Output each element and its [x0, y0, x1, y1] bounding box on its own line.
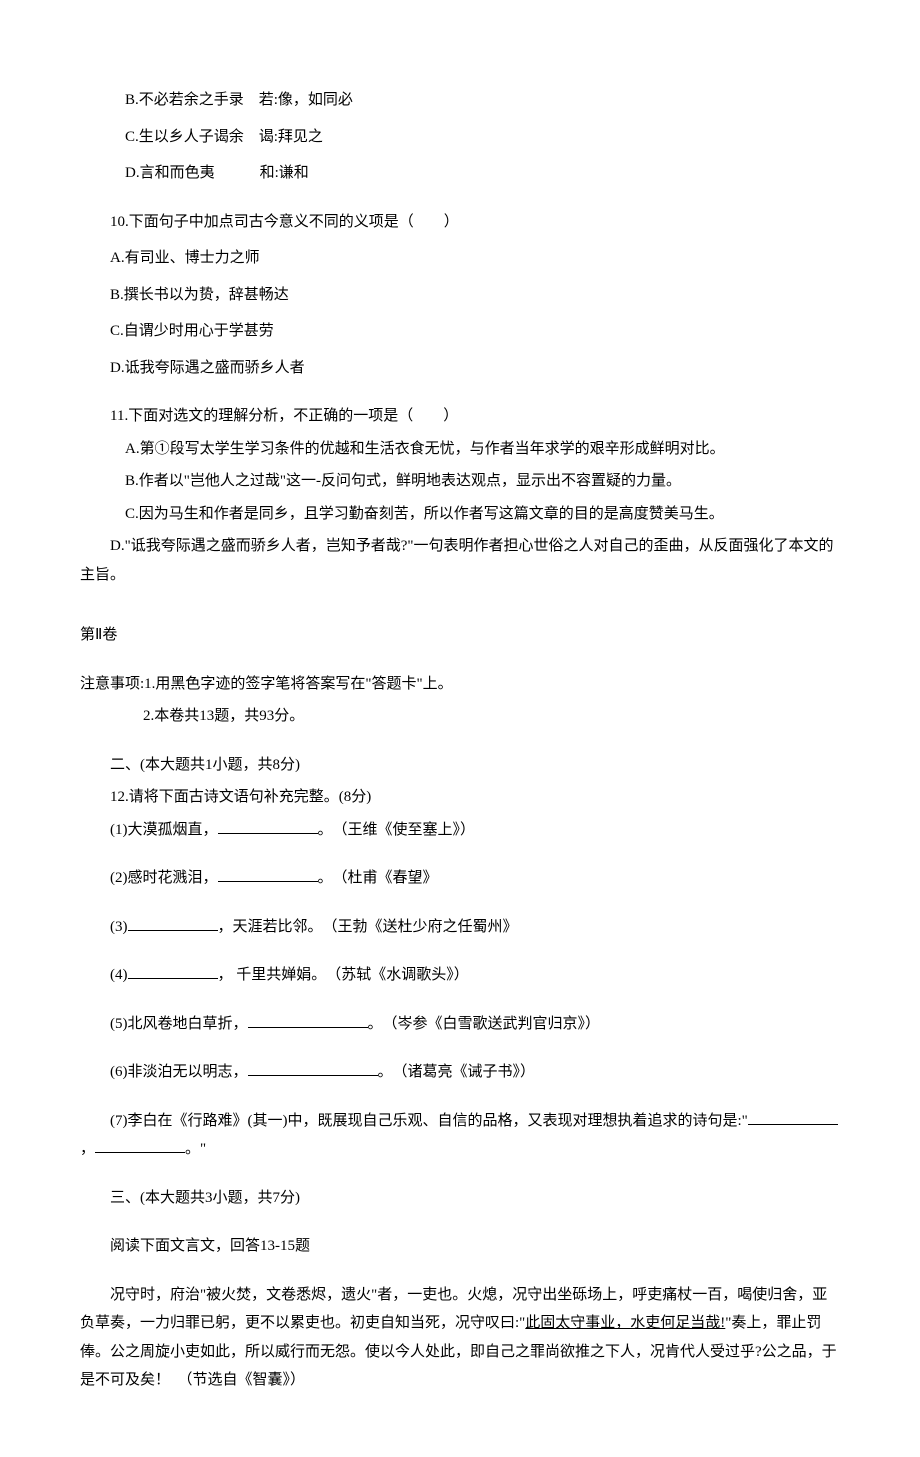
section3-heading: 三、(本大题共3小题，共7分) — [80, 1182, 840, 1215]
blank[interactable] — [248, 1012, 368, 1028]
q10-option-a: A.有司业、博士力之师 — [80, 242, 840, 275]
notice-2: 2.本卷共13题，共93分。 — [80, 700, 840, 733]
q11-option-a: A.第①段写太学生学习条件的优越和生活衣食无忧，与作者当年求学的艰辛形成鲜明对比… — [80, 433, 840, 466]
q12-item-2: (2)感时花溅泪， 。 （杜甫《春望》 — [80, 862, 840, 895]
q12-item-7: (7)李白在《行路难》(其一)中，既展现自己乐观、自信的品格，又表现对理想执着追… — [80, 1105, 840, 1166]
q10-option-d: D.诋我夸际遇之盛而骄乡人者 — [80, 352, 840, 385]
option-d: D.言和而色夷 和:谦和 — [80, 157, 840, 190]
q10-option-b: B.撰长书以为贽，辞甚畅达 — [80, 279, 840, 312]
q12-4-post: ， 千里共婵娟。 （苏轼《水调歌头》） — [218, 967, 469, 983]
section3-instruction: 阅读下面文言文，回答13-15题 — [80, 1230, 840, 1263]
q10-option-c: C.自谓少时用心于学甚劳 — [80, 315, 840, 348]
q12-6-post: 。 （诸葛亮《诫子书》） — [378, 1064, 536, 1080]
blank[interactable] — [748, 1109, 838, 1125]
q11-option-b: B.作者以"岂他人之过哉"这一-反问句式，鲜明地表达观点，显示出不容置疑的力量。 — [80, 465, 840, 498]
notice-1: 1.用黑色字迹的签字笔将答案写在"答题卡"上。 — [144, 676, 453, 692]
notice-label: 注意事项: — [80, 676, 144, 692]
q11-option-c: C.因为马生和作者是同乡，且学习勤奋刻苦，所以作者写这篇文章的目的是高度赞美马生… — [80, 498, 840, 531]
notice-row: 注意事项:1.用黑色字迹的签字笔将答案写在"答题卡"上。 — [80, 668, 840, 701]
q12-1-post: 。 （王维《使至塞上》） — [318, 822, 476, 838]
part2-heading: 第Ⅱ卷 — [80, 619, 840, 652]
q12-item-3: (3) ，天涯若比邻。 （王勃《送杜少府之任蜀州》 — [80, 911, 840, 944]
q12-5-pre: (5)北风卷地白草折， — [110, 1016, 248, 1032]
q12-stem: 12.请将下面古诗文语句补充完整。(8分) — [80, 781, 840, 814]
blank[interactable] — [95, 1137, 185, 1153]
blank[interactable] — [218, 818, 318, 834]
q12-4-pre: (4) — [110, 967, 128, 983]
q12-7-pre: (7)李白在《行路难》(其一)中，既展现自己乐观、自信的品格，又表现对理想执着追… — [110, 1113, 748, 1129]
q12-6-pre: (6)非淡泊无以明志， — [110, 1064, 248, 1080]
blank[interactable] — [128, 963, 218, 979]
blank[interactable] — [128, 915, 218, 931]
passage-underline: 此固太守事业，水吏何足当哉! — [525, 1315, 725, 1331]
q12-2-post: 。 （杜甫《春望》 — [318, 870, 438, 886]
q12-item-5: (5)北风卷地白草折， 。 （岑参《白雪歌送武判官归京》） — [80, 1008, 840, 1041]
q10-stem: 10.下面句子中加点司古今意义不同的义项是（ ） — [80, 206, 840, 239]
q10-options: A.有司业、博士力之师 B.撰长书以为贽，辞甚畅达 C.自谓少时用心于学甚劳 D… — [80, 242, 840, 384]
q-prev-options: B.不必若余之手录 若:像，如同必 C.生以乡人子谒余 谒:拜见之 D.言和而色… — [80, 84, 840, 190]
q12-item-6: (6)非淡泊无以明志， 。 （诸葛亮《诫子书》） — [80, 1056, 840, 1089]
q12-5-post: 。 （岑参《白雪歌送武判官归京》） — [368, 1016, 601, 1032]
q11-option-d: D."诋我夸际遇之盛而骄乡人者，岂知予者哉?"一句表明作者担心世俗之人对自己的歪… — [80, 530, 840, 591]
option-c: C.生以乡人子谒余 谒:拜见之 — [80, 121, 840, 154]
q12-7-post: 。" — [185, 1141, 206, 1157]
q12-3-pre: (3) — [110, 919, 128, 935]
q12-1-pre: (1)大漠孤烟直， — [110, 822, 218, 838]
q12-item-4: (4) ， 千里共婵娟。 （苏轼《水调歌头》） — [80, 959, 840, 992]
q11-stem: 11.下面对选文的理解分析，不正确的一项是（ ） — [80, 400, 840, 433]
blank[interactable] — [218, 866, 318, 882]
q12-2-pre: (2)感时花溅泪， — [110, 870, 218, 886]
section3-passage: 况守时，府治"被火焚，文卷悉烬，遗火"者，一吏也。火熄，况守出坐砾场上，呼吏痛杖… — [80, 1279, 840, 1397]
exam-page: B.不必若余之手录 若:像，如同必 C.生以乡人子谒余 谒:拜见之 D.言和而色… — [0, 0, 920, 1457]
section2-heading: 二、(本大题共1小题，共8分) — [80, 749, 840, 782]
option-b: B.不必若余之手录 若:像，如同必 — [80, 84, 840, 117]
q12-7-mid: ， — [80, 1141, 95, 1157]
q12-3-post: ，天涯若比邻。 （王勃《送杜少府之任蜀州》 — [218, 919, 518, 935]
blank[interactable] — [248, 1060, 378, 1076]
q12-item-1: (1)大漠孤烟直， 。 （王维《使至塞上》） — [80, 814, 840, 847]
